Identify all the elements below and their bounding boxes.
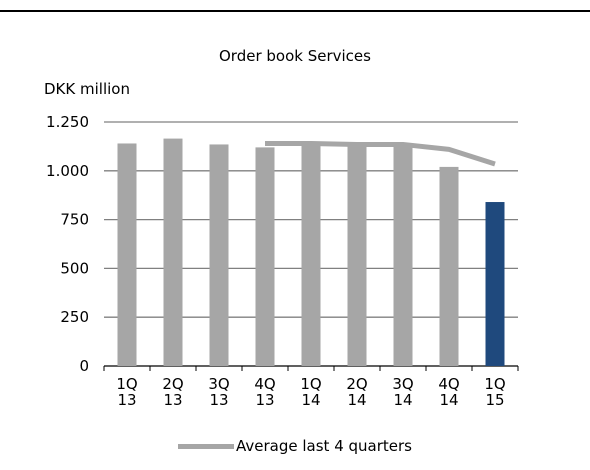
x-tick-label: 3Q 13 — [208, 375, 229, 409]
y-tick-label: 1.000 — [46, 162, 89, 180]
bar — [347, 144, 367, 366]
x-tick-label: 2Q 13 — [162, 375, 183, 409]
y-tick-label: 500 — [60, 259, 89, 277]
x-tick-label: 2Q 14 — [346, 375, 367, 409]
y-tick-label: 250 — [60, 308, 89, 326]
bar — [117, 143, 137, 366]
bar — [393, 143, 413, 366]
legend: Average last 4 quarters — [0, 437, 590, 455]
legend-label-average: Average last 4 quarters — [236, 437, 412, 455]
bar — [209, 144, 229, 366]
bar — [485, 202, 505, 366]
x-tick-label: 4Q 13 — [254, 375, 275, 409]
bar — [255, 147, 275, 366]
chart-plot: 0 250 500 750 1.000 1.250 1Q 13 2Q 13 3Q 13 4Q 13 1Q 14… — [46, 113, 519, 409]
y-tick-label: 1.250 — [46, 113, 89, 131]
y-tick-label: 0 — [79, 357, 89, 375]
top-rule — [0, 10, 590, 12]
y-tick-label: 750 — [60, 211, 89, 229]
legend-line-swatch — [178, 444, 234, 449]
x-tick-label: 4Q 14 — [438, 375, 459, 409]
bar — [163, 138, 183, 366]
chart-title: Order book Services — [219, 47, 371, 65]
average-line — [265, 140, 496, 167]
bar — [301, 144, 321, 366]
x-tick-label: 3Q 14 — [392, 375, 413, 409]
x-tick-label: 1Q 13 — [116, 375, 137, 409]
x-tick-label: 1Q 15 — [484, 375, 505, 409]
x-tick-label: 1Q 14 — [300, 375, 321, 409]
y-axis-unit-label: DKK million — [44, 80, 130, 98]
bar — [439, 166, 459, 366]
